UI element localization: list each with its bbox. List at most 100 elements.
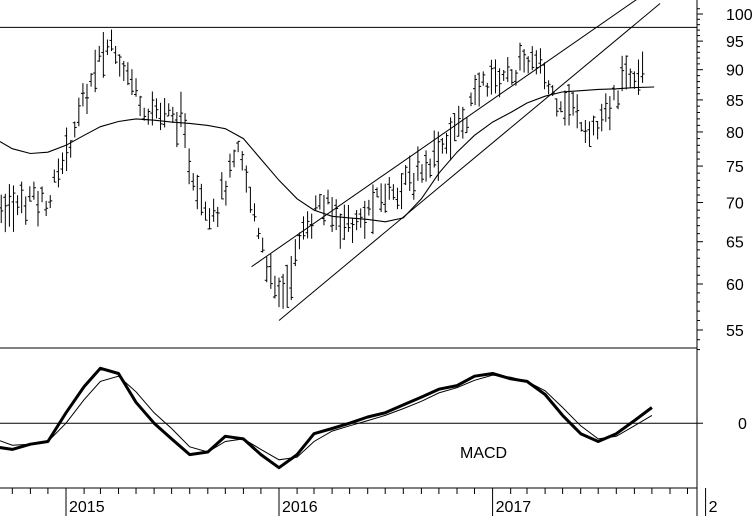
- price-y-tick-label: 95: [726, 34, 744, 51]
- price-bar: [485, 82, 490, 97]
- price-bar: [93, 49, 98, 93]
- price-y-tick-label: 60: [726, 277, 744, 294]
- price-bar: [477, 72, 482, 107]
- price-bar: [101, 32, 106, 78]
- price-bar: [317, 193, 322, 210]
- price-bar: [632, 71, 637, 89]
- price-bar: [415, 146, 420, 181]
- price-bar: [85, 83, 90, 114]
- price-bar: [424, 150, 429, 182]
- price-bar: [313, 195, 318, 211]
- price-bar: [428, 158, 433, 178]
- price-bar: [44, 200, 49, 217]
- macd-y-tick-label: 0: [738, 416, 747, 433]
- price-bar: [501, 70, 506, 81]
- price-bar: [468, 92, 473, 107]
- price-bar: [464, 117, 469, 134]
- macd-y-axis: 0: [697, 416, 747, 433]
- price-y-tick-label: 100: [726, 7, 752, 24]
- price-bar: [526, 56, 531, 74]
- price-bar: [518, 42, 523, 71]
- price-bar: [383, 183, 388, 213]
- price-bar: [375, 187, 380, 198]
- price-bar: [166, 103, 171, 117]
- price-bar: [187, 148, 192, 185]
- price-bar: [117, 54, 122, 77]
- price-bar: [583, 120, 588, 144]
- price-bar: [15, 195, 20, 216]
- price-bar: [452, 113, 457, 142]
- price-bar: [142, 107, 147, 121]
- price-bar: [129, 69, 134, 96]
- price-bar: [215, 206, 220, 228]
- price-bar: [244, 165, 249, 193]
- price-bar: [40, 186, 45, 203]
- price-bar: [138, 95, 143, 117]
- macd-line: [0, 366, 653, 470]
- price-bar: [473, 74, 478, 106]
- price-bar: [121, 60, 126, 81]
- price-bar: [301, 216, 306, 240]
- price-bar: [76, 97, 81, 127]
- price-bar: [554, 98, 559, 117]
- price-bar: [387, 177, 392, 200]
- price-bar: [436, 131, 441, 181]
- price-bar: [419, 164, 424, 183]
- price-y-tick-label: 70: [726, 196, 744, 213]
- price-bar: [591, 115, 596, 136]
- price-bar: [60, 152, 65, 175]
- x-tick-label: 2: [709, 499, 718, 516]
- price-bar: [248, 186, 253, 213]
- price-bar: [0, 194, 4, 224]
- price-bar: [183, 113, 188, 148]
- price-bar: [289, 255, 294, 301]
- macd-panel: MACD 0: [0, 366, 747, 470]
- price-bar: [162, 97, 167, 128]
- price-bar: [346, 204, 351, 232]
- price-bar: [530, 46, 535, 71]
- trend-channel-lower: [278, 3, 661, 321]
- price-bar: [522, 49, 527, 73]
- price-bar: [395, 187, 400, 210]
- price-bar: [191, 173, 196, 191]
- price-bar: [281, 273, 286, 309]
- price-bar: [199, 183, 204, 216]
- price-bar: [285, 264, 290, 308]
- price-bar: [481, 71, 486, 86]
- trend-channel-upper: [251, 0, 637, 268]
- price-bar: [505, 57, 510, 82]
- price-bar: [105, 39, 110, 55]
- price-bar: [207, 208, 212, 230]
- price-bar: [379, 183, 384, 212]
- price-bar: [624, 55, 629, 90]
- x-tick-label: 2015: [69, 499, 105, 516]
- price-bar: [399, 173, 404, 210]
- price-bar: [587, 121, 592, 148]
- price-bar: [52, 169, 57, 183]
- price-bar: [358, 208, 363, 228]
- price-bar: [170, 106, 175, 123]
- price-bar: [460, 106, 465, 139]
- price-bar: [268, 253, 273, 289]
- price-bar: [362, 200, 367, 239]
- price-bar: [97, 45, 102, 62]
- price-bar: [227, 153, 232, 178]
- price-bar: [109, 29, 114, 52]
- price-bar: [509, 69, 514, 85]
- price-bar: [562, 90, 567, 126]
- price-bar: [497, 68, 502, 98]
- price-bar: [407, 155, 412, 191]
- moving-average-line: [0, 86, 655, 223]
- price-bar: [628, 68, 633, 88]
- price-bar: [342, 204, 347, 240]
- price-bar: [89, 73, 94, 87]
- price-bar: [297, 232, 302, 250]
- price-bar: [620, 55, 625, 92]
- price-bar: [440, 137, 445, 154]
- price-bar: [432, 130, 437, 168]
- price-bar: [252, 203, 257, 222]
- price-bar: [154, 98, 159, 119]
- price-bar: [11, 185, 16, 232]
- price-y-tick-label: 85: [726, 93, 744, 110]
